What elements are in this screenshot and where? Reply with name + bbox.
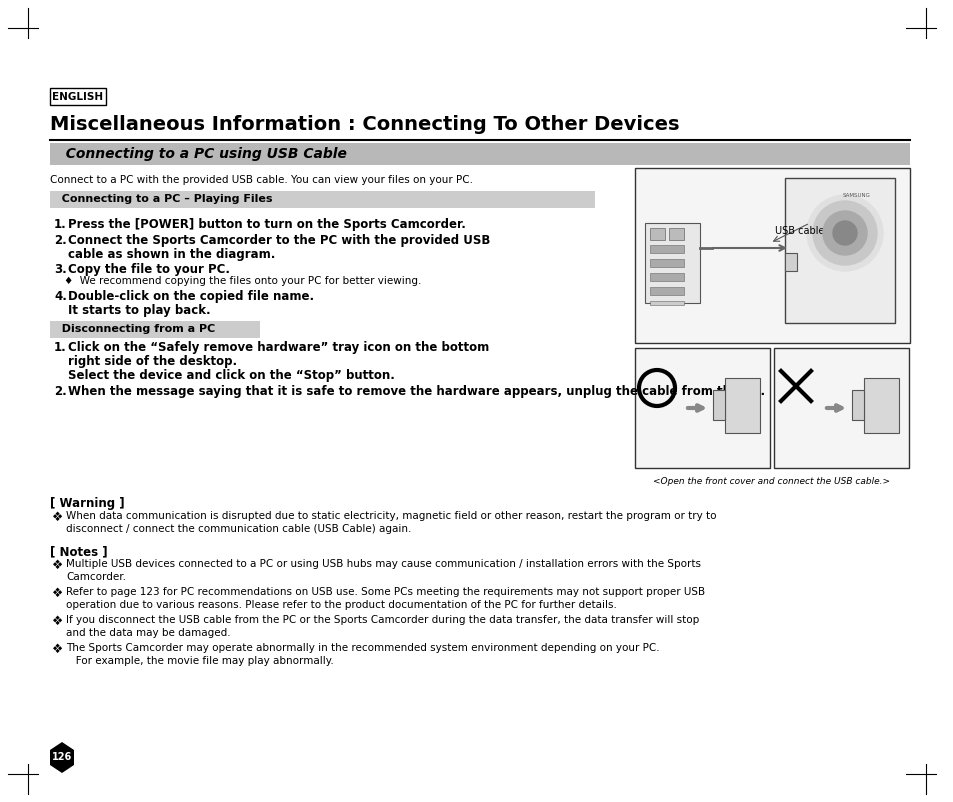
- Text: For example, the movie file may play abnormally.: For example, the movie file may play abn…: [66, 656, 334, 666]
- Bar: [712, 390, 724, 420]
- Text: [ Warning ]: [ Warning ]: [50, 497, 125, 510]
- Bar: [649, 228, 664, 240]
- Text: [ Notes ]: [ Notes ]: [50, 545, 108, 558]
- Bar: [635, 348, 769, 468]
- Text: Select the device and click on the “Stop” button.: Select the device and click on the “Stop…: [68, 369, 395, 382]
- Text: <Open the front cover and connect the USB cable.>: <Open the front cover and connect the US…: [653, 477, 889, 486]
- Bar: [784, 253, 796, 271]
- Text: Click on the “Safely remove hardware” tray icon on the bottom: Click on the “Safely remove hardware” tr…: [68, 341, 489, 354]
- Text: and the data may be damaged.: and the data may be damaged.: [66, 628, 231, 638]
- Polygon shape: [50, 742, 74, 773]
- Bar: [649, 245, 683, 253]
- Text: cable as shown in the diagram.: cable as shown in the diagram.: [68, 248, 275, 261]
- Bar: [863, 378, 898, 433]
- Bar: [50, 321, 260, 338]
- Circle shape: [832, 221, 856, 245]
- Text: Connect the Sports Camcorder to the PC with the provided USB: Connect the Sports Camcorder to the PC w…: [68, 234, 490, 247]
- Text: Camcorder.: Camcorder.: [66, 572, 126, 582]
- Text: 1.: 1.: [54, 341, 67, 354]
- Text: right side of the desktop.: right side of the desktop.: [68, 355, 237, 368]
- Text: 3.: 3.: [54, 263, 67, 276]
- Text: USB cable: USB cable: [774, 226, 823, 236]
- Text: Connect to a PC with the provided USB cable. You can view your files on your PC.: Connect to a PC with the provided USB ca…: [50, 175, 473, 185]
- Text: 2.: 2.: [54, 234, 67, 247]
- Text: ♦  We recommend copying the files onto your PC for better viewing.: ♦ We recommend copying the files onto yo…: [64, 276, 421, 286]
- Text: ❖: ❖: [52, 643, 63, 656]
- Bar: [773, 348, 908, 468]
- Text: disconnect / connect the communication cable (USB Cable) again.: disconnect / connect the communication c…: [66, 524, 411, 534]
- Bar: [649, 259, 683, 267]
- Text: ❖: ❖: [52, 559, 63, 572]
- Text: Copy the file to your PC.: Copy the file to your PC.: [68, 263, 230, 276]
- Text: Multiple USB devices connected to a PC or using USB hubs may cause communication: Multiple USB devices connected to a PC o…: [66, 559, 700, 569]
- Text: Refer to page 123 for PC recommendations on USB use. Some PCs meeting the requir: Refer to page 123 for PC recommendations…: [66, 587, 704, 597]
- Text: When the message saying that it is safe to remove the hardware appears, unplug t: When the message saying that it is safe …: [68, 385, 764, 398]
- Bar: [851, 390, 863, 420]
- Circle shape: [806, 195, 882, 271]
- Bar: [649, 287, 683, 295]
- Bar: [784, 178, 894, 323]
- Text: ❖: ❖: [52, 511, 63, 524]
- Text: ❖: ❖: [52, 615, 63, 628]
- Bar: [635, 168, 909, 343]
- Circle shape: [822, 211, 866, 255]
- Bar: [649, 273, 683, 281]
- Text: ❖: ❖: [52, 587, 63, 600]
- Bar: [50, 143, 909, 165]
- Bar: [668, 228, 683, 240]
- Text: Miscellaneous Information : Connecting To Other Devices: Miscellaneous Information : Connecting T…: [50, 115, 679, 134]
- Text: operation due to various reasons. Please refer to the product documentation of t: operation due to various reasons. Please…: [66, 600, 617, 610]
- Bar: [644, 223, 700, 303]
- Text: 1.: 1.: [54, 218, 67, 231]
- Bar: [649, 301, 683, 305]
- Text: Press the [POWER] button to turn on the Sports Camcorder.: Press the [POWER] button to turn on the …: [68, 218, 465, 231]
- Text: 2.: 2.: [54, 385, 67, 398]
- Text: Double-click on the copied file name.: Double-click on the copied file name.: [68, 290, 314, 303]
- Text: 4.: 4.: [54, 290, 67, 303]
- Bar: [50, 191, 595, 208]
- Bar: [724, 378, 760, 433]
- Text: 126: 126: [51, 752, 72, 762]
- Text: SAMSUNG: SAMSUNG: [842, 193, 870, 198]
- Text: It starts to play back.: It starts to play back.: [68, 304, 211, 317]
- Circle shape: [812, 201, 876, 265]
- Text: Connecting to a PC using USB Cable: Connecting to a PC using USB Cable: [56, 147, 347, 161]
- Text: When data communication is disrupted due to static electricity, magnetic field o: When data communication is disrupted due…: [66, 511, 716, 521]
- Text: ENGLISH: ENGLISH: [52, 91, 104, 102]
- Text: Disconnecting from a PC: Disconnecting from a PC: [54, 325, 215, 334]
- Bar: [50, 88, 106, 105]
- Text: If you disconnect the USB cable from the PC or the Sports Camcorder during the d: If you disconnect the USB cable from the…: [66, 615, 699, 625]
- Text: The Sports Camcorder may operate abnormally in the recommended system environmen: The Sports Camcorder may operate abnorma…: [66, 643, 659, 653]
- Text: Connecting to a PC – Playing Files: Connecting to a PC – Playing Files: [54, 195, 273, 205]
